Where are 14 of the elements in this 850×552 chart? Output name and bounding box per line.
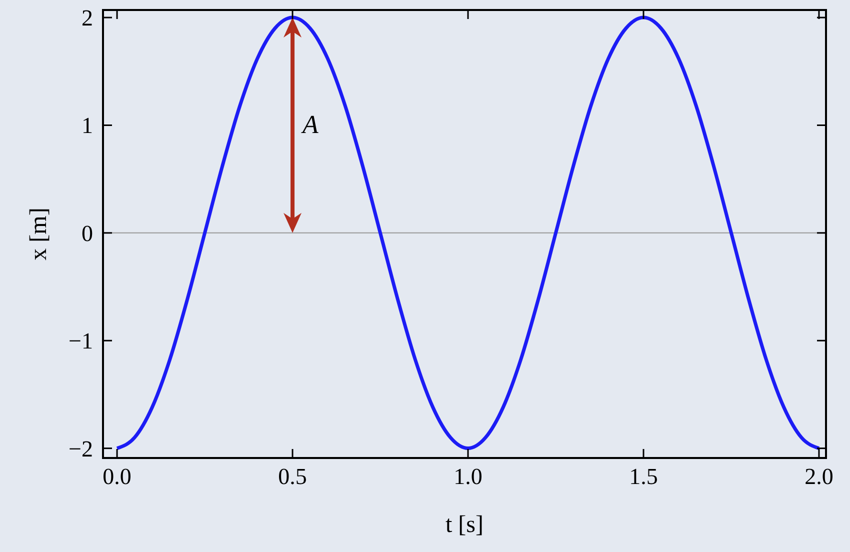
x-tick-label: 1.0	[454, 464, 482, 489]
x-axis-title: t [s]	[446, 512, 484, 538]
y-tick-label: −1	[68, 328, 93, 354]
line-series	[115, 16, 821, 450]
x-tick-label: 0.5	[278, 464, 307, 489]
x-tick-label: 1.5	[629, 464, 658, 489]
x-tick-label: 0.0	[102, 464, 132, 489]
x-tick-label: 2.0	[804, 464, 834, 489]
y-tick-label: −2	[68, 436, 93, 462]
y-tick-label: 0	[82, 220, 93, 246]
y-tick-label: 2	[82, 6, 93, 31]
annotation: A	[300, 110, 319, 140]
y-axis-title: x [m]	[26, 208, 52, 260]
y-tick-label: 1	[82, 113, 93, 138]
